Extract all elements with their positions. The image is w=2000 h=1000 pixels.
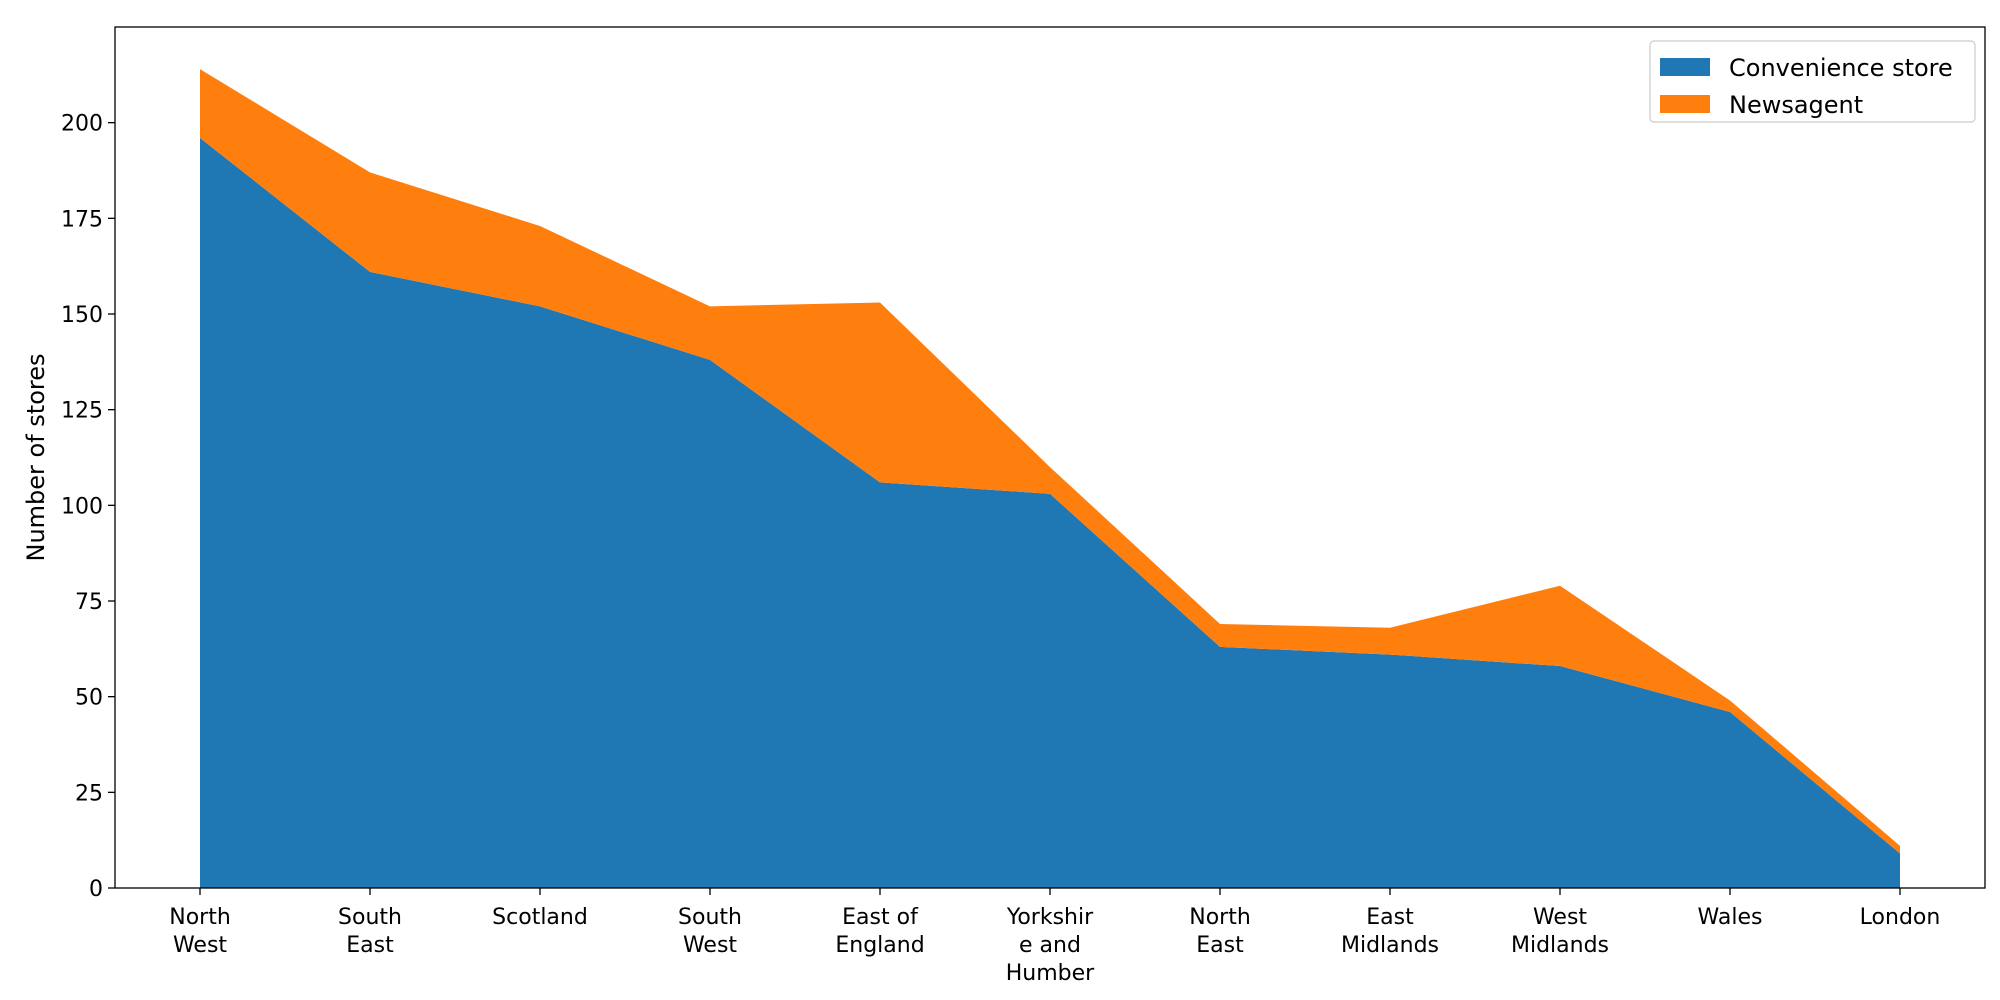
x-tick-label: West Midlands [1511, 905, 1609, 958]
y-axis: 0 25 50 75 100 125 150 175 200 [61, 112, 115, 902]
legend-swatch [1660, 58, 1710, 76]
y-tick-label: 0 [89, 877, 103, 902]
y-tick-label: 175 [61, 207, 103, 232]
y-tick-label: 125 [61, 399, 103, 424]
area-convenience-store [200, 137, 1900, 888]
x-axis: North West South East Scotland South West East … [169, 888, 1940, 986]
legend-label: Convenience store [1729, 54, 1953, 82]
legend: Convenience store Newsagent [1649, 40, 1976, 123]
legend-swatch [1660, 95, 1710, 113]
y-tick-label: 200 [61, 112, 103, 137]
y-tick-label: 50 [75, 686, 103, 711]
x-tick-label: North East [1189, 905, 1251, 958]
x-tick-label: North West [169, 905, 231, 958]
x-tick-label: Scotland [492, 905, 588, 930]
y-axis-title: Number of stores [22, 353, 50, 561]
x-tick-label: Yorkshir e and Humber [1006, 905, 1095, 986]
y-tick-label: 75 [75, 590, 103, 615]
x-tick-label: South East [338, 905, 402, 958]
area-newsagent [200, 69, 1900, 854]
legend-label: Newsagent [1729, 91, 1863, 119]
y-tick-label: 25 [75, 781, 103, 806]
x-tick-label: Wales [1698, 905, 1763, 930]
x-tick-label: East Midlands [1341, 905, 1439, 958]
legend-box [1649, 40, 1976, 123]
areas-layer [200, 69, 1900, 888]
y-tick-label: 100 [61, 494, 103, 519]
x-tick-label: East of England [835, 905, 924, 958]
x-tick-label: South West [678, 905, 742, 958]
x-tick-label: London [1860, 905, 1941, 930]
y-tick-label: 150 [61, 303, 103, 328]
